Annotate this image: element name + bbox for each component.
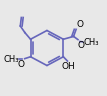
Text: O: O: [77, 41, 84, 50]
Text: CH₃: CH₃: [4, 55, 19, 64]
Text: OH: OH: [61, 62, 75, 71]
Text: O: O: [77, 20, 84, 29]
Text: O: O: [17, 60, 24, 69]
Text: CH₃: CH₃: [83, 38, 99, 47]
